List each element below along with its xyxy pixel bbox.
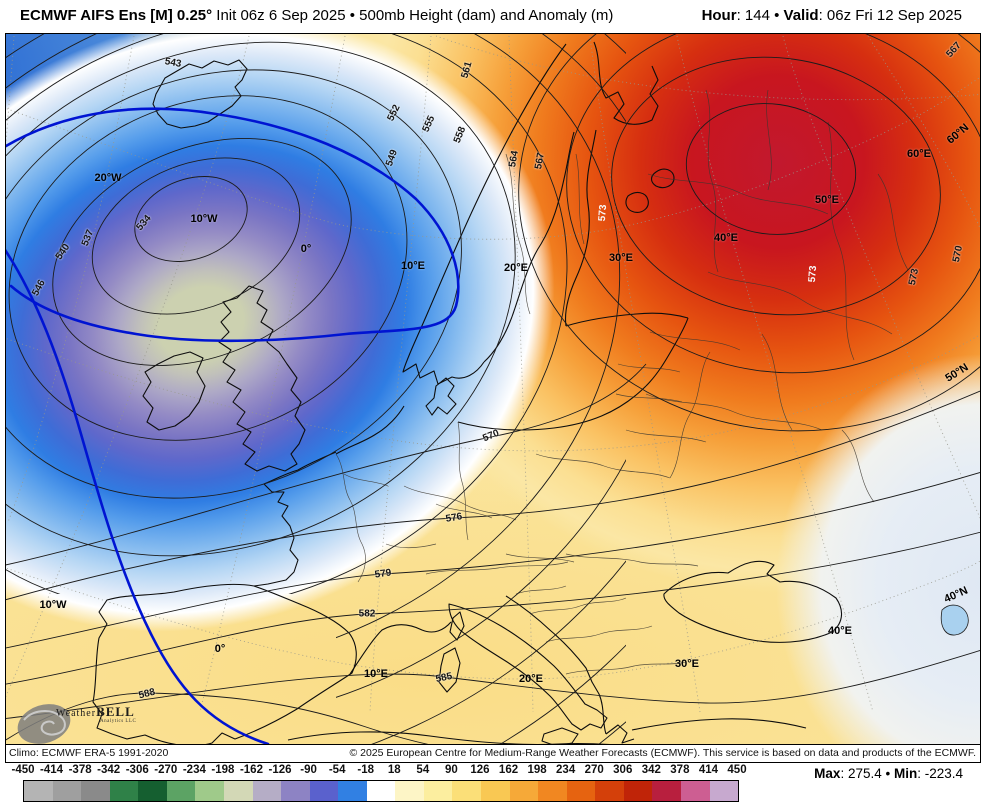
colorbar-segment — [338, 781, 367, 801]
colorbar-segment — [223, 781, 253, 801]
colorbar-segment — [652, 781, 681, 801]
colorbar-segment — [195, 781, 224, 801]
colorbar-tick: 18 — [387, 764, 401, 776]
colorbar-tick: -306 — [125, 764, 149, 776]
colorbar-segment — [395, 781, 424, 801]
colorbar-tick: -414 — [40, 764, 64, 776]
colorbar-tick: -18 — [357, 764, 375, 776]
copyright-text: © 2025 European Centre for Medium-Range … — [349, 746, 976, 759]
colorbar-tick: 234 — [556, 764, 576, 776]
colorbar-segment — [709, 781, 739, 801]
colorbar-tick: 270 — [584, 764, 604, 776]
colorbar-segment — [281, 781, 310, 801]
min-label: Min — [893, 766, 918, 781]
colorbar-segment — [109, 781, 139, 801]
header: ECMWF AIFS Ens [M] 0.25° Init 06z 6 Sep … — [0, 0, 984, 33]
valid-label: Valid — [783, 7, 819, 24]
colorbar-segment — [481, 781, 510, 801]
colorbar-tick: 414 — [698, 764, 719, 776]
map-title: ECMWF AIFS Ens [M] 0.25° Init 06z 6 Sep … — [20, 7, 613, 24]
anomaly-colorbar — [23, 780, 739, 802]
graticule — [6, 35, 980, 713]
max-value: : 275.4 — [840, 766, 882, 781]
climo-text: Climo: ECMWF ERA-5 1991-2020 — [9, 746, 169, 759]
height-contours-high — [6, 34, 980, 744]
colorbar-tick: 54 — [416, 764, 430, 776]
colorbar-tick: -198 — [211, 764, 235, 776]
colorbar-tick: 306 — [613, 764, 633, 776]
stats-separator: • — [881, 766, 894, 781]
colorbar-tick: 450 — [727, 764, 747, 776]
colorbar-segment — [423, 781, 453, 801]
colorbar-tick: 198 — [527, 764, 547, 776]
valid-value: : 06z Fri 12 Sep 2025 — [818, 7, 962, 24]
separator: • — [769, 7, 784, 24]
colorbar-tick: -378 — [68, 764, 92, 776]
model-init-info: Init 06z 6 Sep 2025 • 500mb Height (dam)… — [212, 7, 614, 24]
colorbar-ticks: -450 -414 -378 -342 -306 -270 -234 -198 -162 -126… — [11, 764, 746, 778]
colorbar-tick: 342 — [641, 764, 661, 776]
colorbar-tick: -270 — [154, 764, 178, 776]
colorbar-segment — [538, 781, 567, 801]
colorbar-tick: 126 — [470, 764, 490, 776]
colorbar-tick: -342 — [97, 764, 121, 776]
weatherbell-logo: WeatherBELL Analytics LLC — [14, 692, 164, 742]
logo-bell: BELL — [96, 704, 135, 719]
colorbar-segment — [24, 781, 53, 801]
colorbar-tick: 378 — [670, 764, 690, 776]
valid-time: Hour: 144 • Valid: 06z Fri 12 Sep 2025 — [702, 7, 962, 24]
colorbar-segment — [595, 781, 624, 801]
logo-subtitle: Analytics LLC — [100, 719, 137, 724]
colorbar-tick: -54 — [328, 764, 346, 776]
min-value: : -223.4 — [917, 766, 963, 781]
colorbar-tick: -234 — [182, 764, 206, 776]
model-name: ECMWF AIFS Ens [M] 0.25° — [20, 7, 213, 24]
max-min-stats: Max: 275.4 • Min: -223.4 — [814, 766, 963, 781]
colorbar-segment — [81, 781, 110, 801]
hour-value: : 144 — [736, 7, 770, 24]
colorbar-segment — [138, 781, 167, 801]
anomaly-map: 534 537 540 543 546 549 552 555 558 561 564 567 567 5… — [5, 33, 981, 745]
colorbar-tick: -162 — [239, 764, 263, 776]
colorbar-segment — [623, 781, 653, 801]
colorbar-tick: -450 — [11, 764, 35, 776]
anomaly-map-svg — [6, 34, 980, 744]
colorbar-segment — [52, 781, 82, 801]
weatherbell-swirl-icon — [17, 704, 71, 744]
attribution-strip: Climo: ECMWF ERA-5 1991-2020 © 2025 Euro… — [5, 744, 981, 763]
colorbar-segment — [166, 781, 196, 801]
colorbar-tick: 90 — [444, 764, 458, 776]
colorbar-segment — [509, 781, 539, 801]
max-label: Max — [814, 766, 841, 781]
colorbar-segment — [680, 781, 710, 801]
colorbar-tick: 162 — [498, 764, 519, 776]
colorbar-tick: -126 — [268, 764, 292, 776]
colorbar-segment — [452, 781, 481, 801]
logo-weather: Weather — [56, 708, 97, 719]
colorbar-segment — [252, 781, 282, 801]
weatherbell-logo-text: WeatherBELL — [56, 704, 135, 720]
caspian-lake — [940, 604, 969, 636]
colorbar-segment — [566, 781, 596, 801]
height-contours-low — [6, 34, 626, 744]
bold-blue-contours — [6, 107, 460, 744]
colorbar-segment — [309, 781, 339, 801]
hour-label: Hour — [701, 7, 737, 24]
colorbar-tick: -90 — [300, 764, 317, 776]
colorbar-segment — [366, 781, 396, 801]
country-borders — [335, 89, 909, 675]
